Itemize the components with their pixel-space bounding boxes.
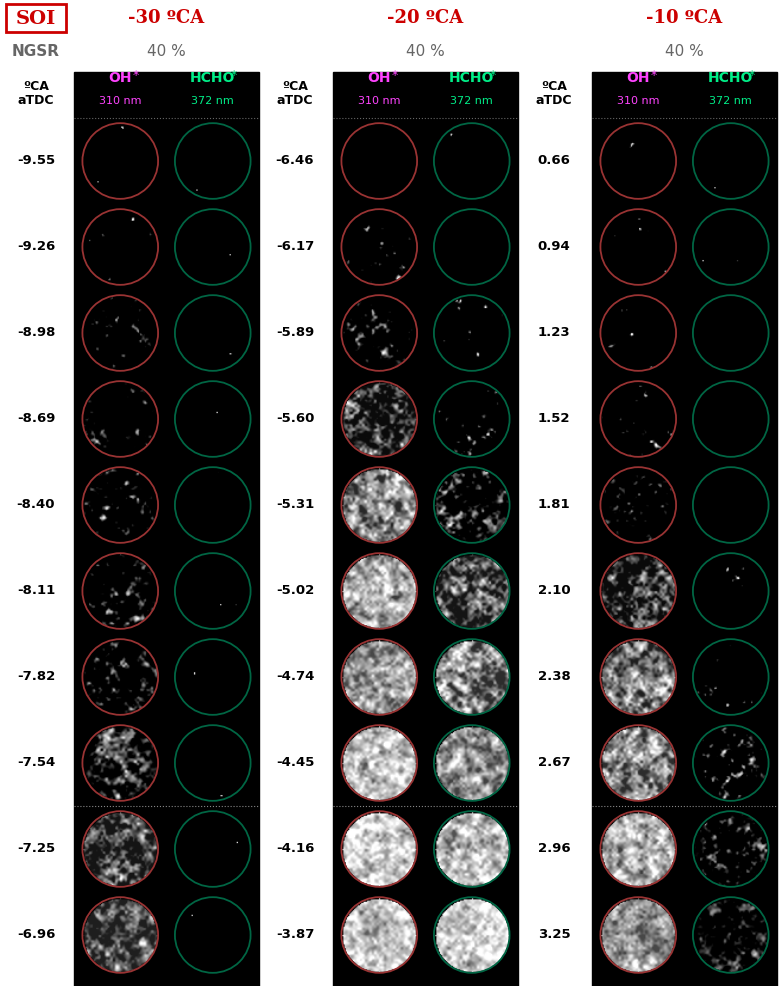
Text: HCHO: HCHO <box>190 72 235 86</box>
Text: -7.54: -7.54 <box>17 756 55 769</box>
Text: 372 nm: 372 nm <box>710 96 753 106</box>
Text: 1.81: 1.81 <box>538 499 570 512</box>
Bar <box>592 72 777 986</box>
Text: -5.02: -5.02 <box>276 585 314 598</box>
Text: 0.94: 0.94 <box>538 241 570 253</box>
Text: 2.38: 2.38 <box>538 670 570 683</box>
Text: -7.25: -7.25 <box>17 842 55 856</box>
Text: -8.40: -8.40 <box>17 499 55 512</box>
Text: 372 nm: 372 nm <box>450 96 493 106</box>
Text: 372 nm: 372 nm <box>192 96 234 106</box>
Text: 2.96: 2.96 <box>538 842 570 856</box>
Text: *: * <box>490 68 496 82</box>
Text: 2.10: 2.10 <box>538 585 570 598</box>
Text: -20 ºCA: -20 ºCA <box>387 9 464 27</box>
Text: -8.98: -8.98 <box>17 326 55 339</box>
Text: SOI: SOI <box>16 10 56 28</box>
Text: 1.23: 1.23 <box>538 326 570 339</box>
Text: OH: OH <box>368 72 391 86</box>
Text: 310 nm: 310 nm <box>358 96 400 106</box>
Text: HCHO: HCHO <box>449 72 495 86</box>
Text: 3.25: 3.25 <box>538 929 570 942</box>
Text: -30 ºCA: -30 ºCA <box>129 9 205 27</box>
Text: 0.66: 0.66 <box>538 155 570 168</box>
Bar <box>333 72 518 986</box>
Text: 310 nm: 310 nm <box>99 96 142 106</box>
Text: -6.17: -6.17 <box>276 241 314 253</box>
Bar <box>74 72 259 986</box>
Text: OH: OH <box>108 72 132 86</box>
Text: -5.31: -5.31 <box>276 499 314 512</box>
Text: -5.89: -5.89 <box>276 326 314 339</box>
Text: *: * <box>231 68 237 82</box>
Text: ºCA
aTDC: ºCA aTDC <box>536 80 573 107</box>
Text: 310 nm: 310 nm <box>617 96 660 106</box>
Text: -10 ºCA: -10 ºCA <box>647 9 723 27</box>
Text: *: * <box>650 68 657 82</box>
Text: -6.46: -6.46 <box>276 155 314 168</box>
Text: *: * <box>749 68 755 82</box>
Text: 1.52: 1.52 <box>538 412 570 426</box>
Text: -5.60: -5.60 <box>276 412 314 426</box>
Text: *: * <box>391 68 397 82</box>
Text: ºCA
aTDC: ºCA aTDC <box>277 80 313 107</box>
Text: 40 %: 40 % <box>665 44 704 59</box>
Text: NGSR: NGSR <box>12 44 60 59</box>
Text: -4.16: -4.16 <box>276 842 314 856</box>
Text: -6.96: -6.96 <box>17 929 55 942</box>
Text: *: * <box>132 68 139 82</box>
Text: ºCA
aTDC: ºCA aTDC <box>18 80 55 107</box>
Text: -4.45: -4.45 <box>276 756 314 769</box>
Text: -4.74: -4.74 <box>276 670 314 683</box>
Text: HCHO: HCHO <box>708 72 753 86</box>
Text: OH: OH <box>626 72 650 86</box>
Text: -8.11: -8.11 <box>17 585 55 598</box>
Text: -3.87: -3.87 <box>276 929 314 942</box>
Text: 2.67: 2.67 <box>538 756 570 769</box>
Text: -7.82: -7.82 <box>17 670 55 683</box>
Text: -9.55: -9.55 <box>17 155 55 168</box>
Text: -9.26: -9.26 <box>17 241 55 253</box>
Text: 40 %: 40 % <box>147 44 186 59</box>
Text: -8.69: -8.69 <box>17 412 55 426</box>
Text: 40 %: 40 % <box>406 44 445 59</box>
FancyBboxPatch shape <box>6 4 66 32</box>
